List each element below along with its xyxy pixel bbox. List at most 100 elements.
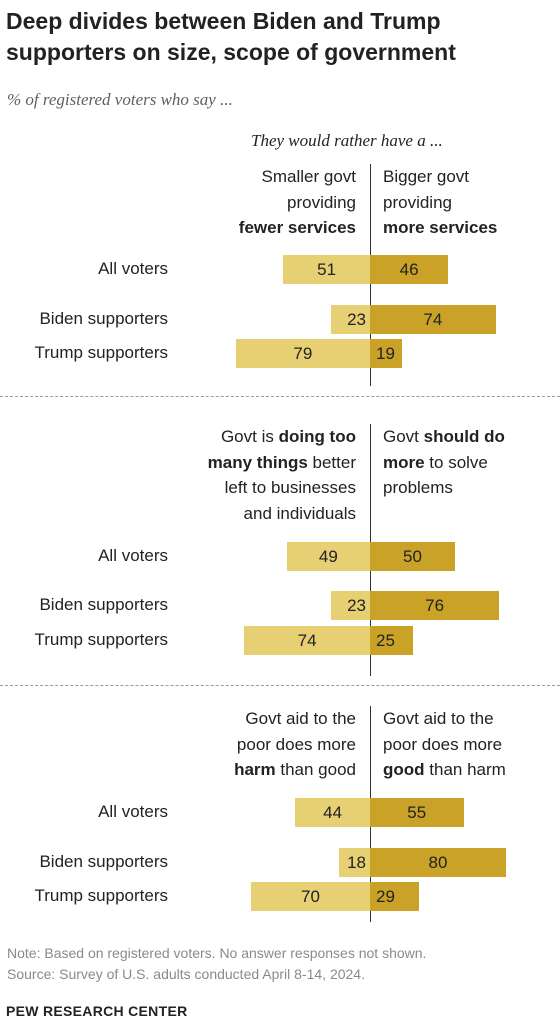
header-text: than harm [424, 760, 506, 779]
brand-logo-text: PEW RESEARCH CENTER [6, 1003, 188, 1019]
header-line: Govt is doing too [208, 424, 356, 450]
right-bar [370, 254, 449, 284]
header-line: providing [383, 190, 497, 216]
header-text: poor does more [236, 734, 356, 754]
row-label: Biden supporters [39, 595, 168, 614]
left-bar [295, 797, 370, 827]
left-bar [286, 541, 370, 571]
left-bar [283, 254, 370, 284]
left-column-header: Govt is doing too many things better left … [208, 424, 356, 526]
header-line: Govt aid to the [234, 706, 356, 732]
left-bar [330, 590, 370, 620]
header-line: poor does more [383, 732, 506, 758]
row-label: Trump supporters [34, 886, 168, 905]
row-label: All voters [98, 259, 168, 278]
header-text: and individuals [243, 503, 356, 523]
right-bar [370, 847, 506, 877]
row-label: All voters [98, 802, 168, 821]
header-line: more services [383, 215, 497, 241]
header-text: Smaller govt [261, 167, 356, 186]
header-text: Bigger govt [383, 167, 469, 186]
left-value-label: 23 [347, 595, 366, 615]
header-text: providing [383, 192, 452, 212]
chart-subtitle: % of registered voters who say ... [7, 90, 233, 109]
header-line: fewer services [239, 215, 356, 241]
right-bar [370, 881, 420, 911]
right-bar [370, 304, 496, 334]
left-bar [251, 881, 370, 911]
header-text: providing [287, 192, 356, 212]
header-text: than good [275, 760, 356, 779]
right-value-label: 25 [376, 630, 395, 650]
right-value-label: 46 [399, 259, 419, 279]
left-bar [339, 847, 370, 877]
row-label: Biden supporters [39, 309, 168, 328]
row-label: Trump supporters [34, 630, 168, 649]
header-line: Bigger govt [383, 164, 497, 190]
right-value-label: 55 [407, 802, 427, 822]
left-value-label: 70 [301, 886, 320, 906]
header-line: Govt aid to the [383, 706, 506, 732]
header-text: Govt aid to the [383, 709, 494, 728]
header-line: more to solve [383, 450, 505, 476]
header-text: left to businesses [224, 478, 356, 497]
left-value-label: 74 [297, 630, 317, 650]
right-value-label: 74 [423, 309, 443, 329]
chart-title: Deep divides between Biden and Trump sup… [6, 8, 456, 65]
header-line: harm than good [234, 757, 356, 783]
right-bar [370, 338, 403, 368]
header-text: problems [383, 478, 453, 497]
left-value-label: 44 [323, 802, 343, 822]
header-text: more services [383, 218, 498, 237]
right-bar [370, 541, 455, 571]
section-divider [0, 396, 560, 397]
right-value-label: 19 [376, 343, 395, 363]
chart-source: Source: Survey of U.S. adults conducted … [7, 966, 365, 982]
left-value-label: 79 [293, 343, 313, 363]
header-line: good than harm [383, 757, 506, 783]
header-text: Govt [383, 427, 424, 446]
header-text: more [383, 452, 425, 472]
left-bar [244, 625, 370, 655]
header-text: Govt aid to the [245, 709, 356, 728]
header-text: doing too [278, 427, 356, 446]
left-value-label: 49 [318, 546, 338, 566]
header-line: Smaller govt [239, 164, 356, 190]
row-label: All voters [98, 546, 168, 565]
right-value-label: 50 [403, 546, 422, 566]
left-value-label: 51 [317, 259, 337, 279]
right-column-header: Bigger govt providing more services [383, 164, 497, 241]
right-value-label: 76 [425, 595, 445, 615]
header-line: problems [383, 475, 505, 501]
header-text: poor does more [383, 734, 503, 754]
right-column-header: Govt aid to the poor does more good than h… [383, 706, 506, 783]
row-label: Biden supporters [39, 852, 168, 871]
left-column-header: Govt aid to the poor does more harm than g… [234, 706, 356, 783]
header-text: many things [207, 452, 308, 472]
rather-label: They would rather have a ... [251, 131, 443, 150]
header-line: poor does more [234, 732, 356, 758]
left-bar [235, 338, 370, 368]
left-value-label: 18 [347, 852, 366, 872]
header-line: left to businesses [208, 475, 356, 501]
header-line: and individuals [208, 501, 356, 527]
header-line: many things better [208, 450, 356, 476]
header-text: harm [234, 760, 276, 779]
left-value-label: 23 [347, 309, 366, 329]
header-text: good [383, 760, 425, 779]
right-value-label: 80 [428, 852, 448, 872]
right-value-label: 29 [376, 886, 395, 906]
header-line: Govt should do [383, 424, 505, 450]
left-column-header: Smaller govt providing fewer services [239, 164, 356, 241]
header-text: to solve [424, 452, 488, 472]
header-text: better [307, 452, 356, 472]
chart-note: Note: Based on registered voters. No ans… [7, 945, 427, 961]
row-label: Trump supporters [34, 343, 168, 362]
header-text: fewer services [238, 218, 356, 237]
right-bar [370, 625, 413, 655]
left-bar [330, 304, 370, 334]
header-text: should do [423, 427, 505, 446]
section-divider [0, 685, 560, 686]
right-bar [370, 797, 464, 827]
right-column-header: Govt should do more to solve problems [383, 424, 505, 501]
